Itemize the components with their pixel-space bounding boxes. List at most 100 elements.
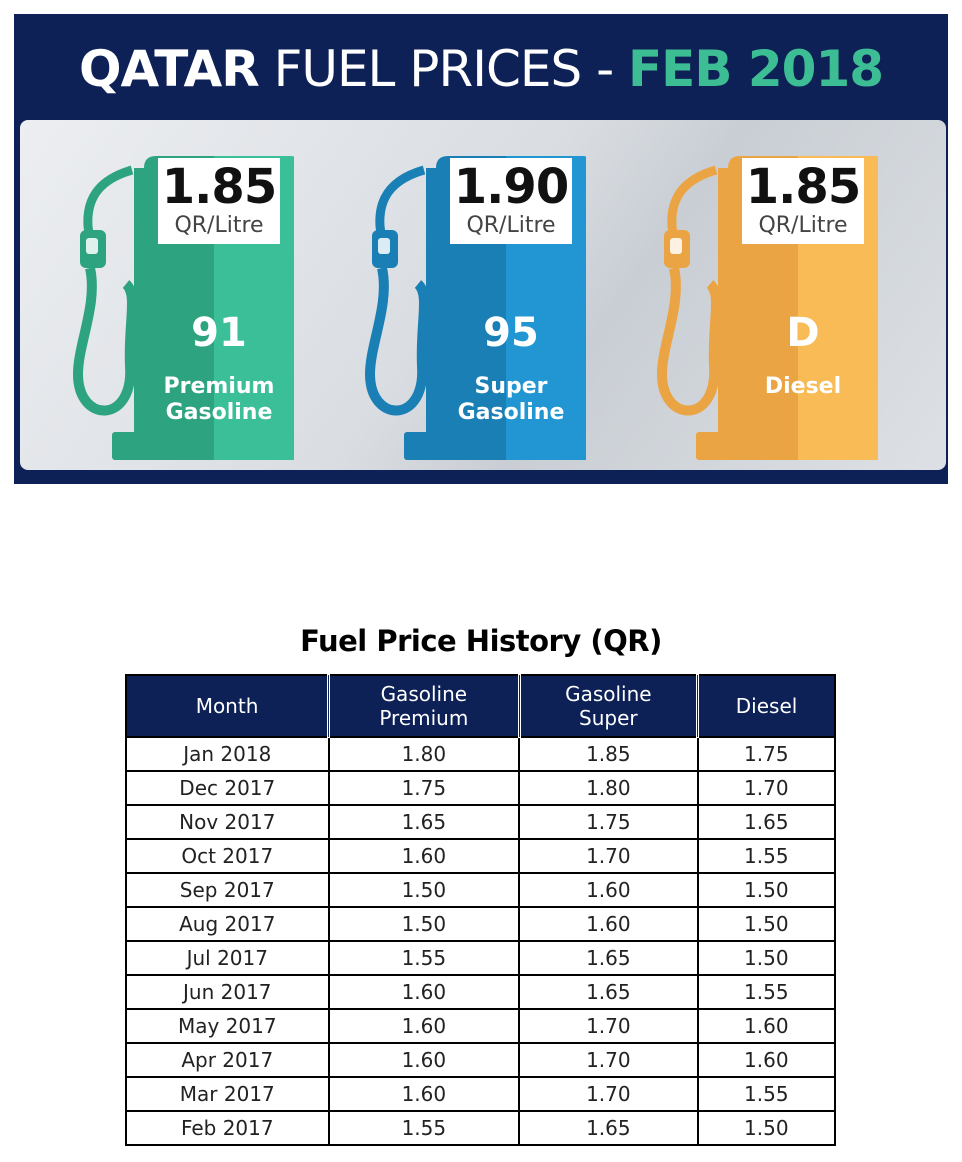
cell-gasoline-premium: 1.60: [327, 1042, 521, 1078]
cell-gasoline-super: 1.65: [518, 940, 699, 976]
cell-diesel: 1.50: [696, 1110, 837, 1146]
cell-month: Oct 2017: [125, 838, 330, 874]
table-row: Jan 2018 1.80 1.85 1.75: [125, 736, 837, 772]
fuel-pump-icon: [72, 156, 294, 460]
cell-month: Jul 2017: [125, 940, 330, 976]
price-value: 1.85: [161, 159, 277, 215]
table-row: Sep 2017 1.50 1.60 1.50: [125, 872, 837, 908]
octane-grade: 95: [483, 310, 539, 356]
cell-month: Aug 2017: [125, 906, 330, 942]
cell-gasoline-super: 1.70: [518, 838, 699, 874]
table-row: Apr 2017 1.60 1.70 1.60: [125, 1042, 837, 1078]
price-unit: QR/Litre: [174, 213, 264, 238]
header-line1: Diesel: [735, 694, 798, 718]
price-value: 1.85: [745, 159, 861, 215]
table-header-row: Month Gasoline Premium Gasoline Super Di…: [125, 674, 837, 738]
table-title: Fuel Price History (QR): [300, 624, 662, 658]
table-row: Oct 2017 1.60 1.70 1.55: [125, 838, 837, 874]
cell-gasoline-super: 1.70: [518, 1008, 699, 1044]
banner-title-date: FEB 2018: [628, 40, 884, 98]
cell-gasoline-premium: 1.55: [327, 940, 521, 976]
cell-diesel: 1.55: [696, 838, 837, 874]
table-row: Feb 2017 1.55 1.65 1.50: [125, 1110, 837, 1146]
table-row: Nov 2017 1.65 1.75 1.65: [125, 804, 837, 840]
header-gasoline-super: Gasoline Super: [518, 674, 700, 738]
header-line2: Super: [579, 706, 638, 730]
cell-gasoline-super: 1.75: [518, 804, 699, 840]
table-row: Aug 2017 1.50 1.60 1.50: [125, 906, 837, 942]
header-line2: Premium: [379, 706, 469, 730]
cell-gasoline-premium: 1.60: [327, 1076, 521, 1112]
cell-diesel: 1.50: [696, 940, 837, 976]
cell-gasoline-super: 1.70: [518, 1076, 699, 1112]
octane-grade: D: [786, 310, 820, 356]
cell-month: Sep 2017: [125, 872, 330, 908]
cell-diesel: 1.65: [696, 804, 837, 840]
price-unit: QR/Litre: [466, 213, 556, 238]
cell-gasoline-super: 1.70: [518, 1042, 699, 1078]
cell-diesel: 1.50: [696, 906, 837, 942]
banner-title-middle: FUEL PRICES -: [258, 40, 629, 98]
fuel-name-line2: Gasoline: [165, 400, 273, 425]
cell-gasoline-premium: 1.50: [327, 872, 521, 908]
cell-diesel: 1.55: [696, 1076, 837, 1112]
fuel-name: Diesel: [710, 374, 896, 400]
cell-gasoline-super: 1.60: [518, 872, 699, 908]
header-diesel: Diesel: [696, 674, 837, 738]
table-row: Jun 2017 1.60 1.65 1.55: [125, 974, 837, 1010]
fuel-prices-banner: QATAR FUEL PRICES - FEB 2018 1.85 QR/Lit…: [14, 14, 948, 484]
cell-gasoline-premium: 1.75: [327, 770, 521, 806]
cell-month: Dec 2017: [125, 770, 330, 806]
cell-month: May 2017: [125, 1008, 330, 1044]
cell-month: Mar 2017: [125, 1076, 330, 1112]
price-value: 1.90: [453, 159, 569, 215]
cell-month: Jan 2018: [125, 736, 330, 772]
cell-gasoline-super: 1.65: [518, 1110, 699, 1146]
cell-diesel: 1.60: [696, 1042, 837, 1078]
fuel-name-line2: Gasoline: [457, 400, 565, 425]
price-box: 1.85 QR/Litre: [742, 158, 864, 244]
table-row: May 2017 1.60 1.70 1.60: [125, 1008, 837, 1044]
octane-grade: 91: [191, 310, 247, 356]
price-box: 1.90 QR/Litre: [450, 158, 572, 244]
table-row: Dec 2017 1.75 1.80 1.70: [125, 770, 837, 806]
cell-gasoline-super: 1.65: [518, 974, 699, 1010]
header-line1: Gasoline: [565, 682, 652, 706]
pump-diesel: 1.85 QR/Litre D Diesel: [648, 134, 878, 464]
cell-gasoline-super: 1.80: [518, 770, 699, 806]
banner-title-country: QATAR: [78, 40, 260, 98]
cell-gasoline-premium: 1.55: [327, 1110, 521, 1146]
cell-gasoline-premium: 1.60: [327, 1008, 521, 1044]
fuel-name-line1: Premium: [163, 374, 275, 399]
cell-diesel: 1.75: [696, 736, 837, 772]
pump-premium-gasoline: 1.85 QR/Litre 91 Premium Gasoline: [64, 134, 294, 464]
cell-gasoline-super: 1.60: [518, 906, 699, 942]
banner-title: QATAR FUEL PRICES - FEB 2018: [14, 40, 948, 98]
price-box: 1.85 QR/Litre: [158, 158, 280, 244]
cell-month: Nov 2017: [125, 804, 330, 840]
cell-month: Apr 2017: [125, 1042, 330, 1078]
price-unit: QR/Litre: [758, 213, 848, 238]
header-line1: Gasoline: [380, 682, 468, 706]
cell-diesel: 1.70: [696, 770, 837, 806]
header-gasoline-premium: Gasoline Premium: [327, 674, 521, 738]
table-row: Jul 2017 1.55 1.65 1.50: [125, 940, 837, 976]
fuel-name: Super Gasoline: [418, 374, 604, 426]
cell-gasoline-premium: 1.80: [327, 736, 521, 772]
fuel-name-line2: Diesel: [764, 374, 842, 399]
cell-gasoline-premium: 1.60: [327, 974, 521, 1010]
cell-diesel: 1.60: [696, 1008, 837, 1044]
pump-super-gasoline: 1.90 QR/Litre 95 Super Gasoline: [356, 134, 586, 464]
fuel-price-history-table: Month Gasoline Premium Gasoline Super Di…: [125, 674, 837, 1146]
cell-gasoline-super: 1.85: [518, 736, 699, 772]
cell-gasoline-premium: 1.60: [327, 838, 521, 874]
table-body: Jan 2018 1.80 1.85 1.75 Dec 2017 1.75 1.80 1.70…: [125, 736, 837, 1146]
header-month: Month: [125, 674, 331, 738]
cell-diesel: 1.55: [696, 974, 837, 1010]
cell-month: Jun 2017: [125, 974, 330, 1010]
fuel-name: Premium Gasoline: [126, 374, 312, 426]
cell-month: Feb 2017: [125, 1110, 330, 1146]
header-line1: Month: [195, 694, 259, 718]
cell-gasoline-premium: 1.50: [327, 906, 521, 942]
table-row: Mar 2017 1.60 1.70 1.55: [125, 1076, 837, 1112]
